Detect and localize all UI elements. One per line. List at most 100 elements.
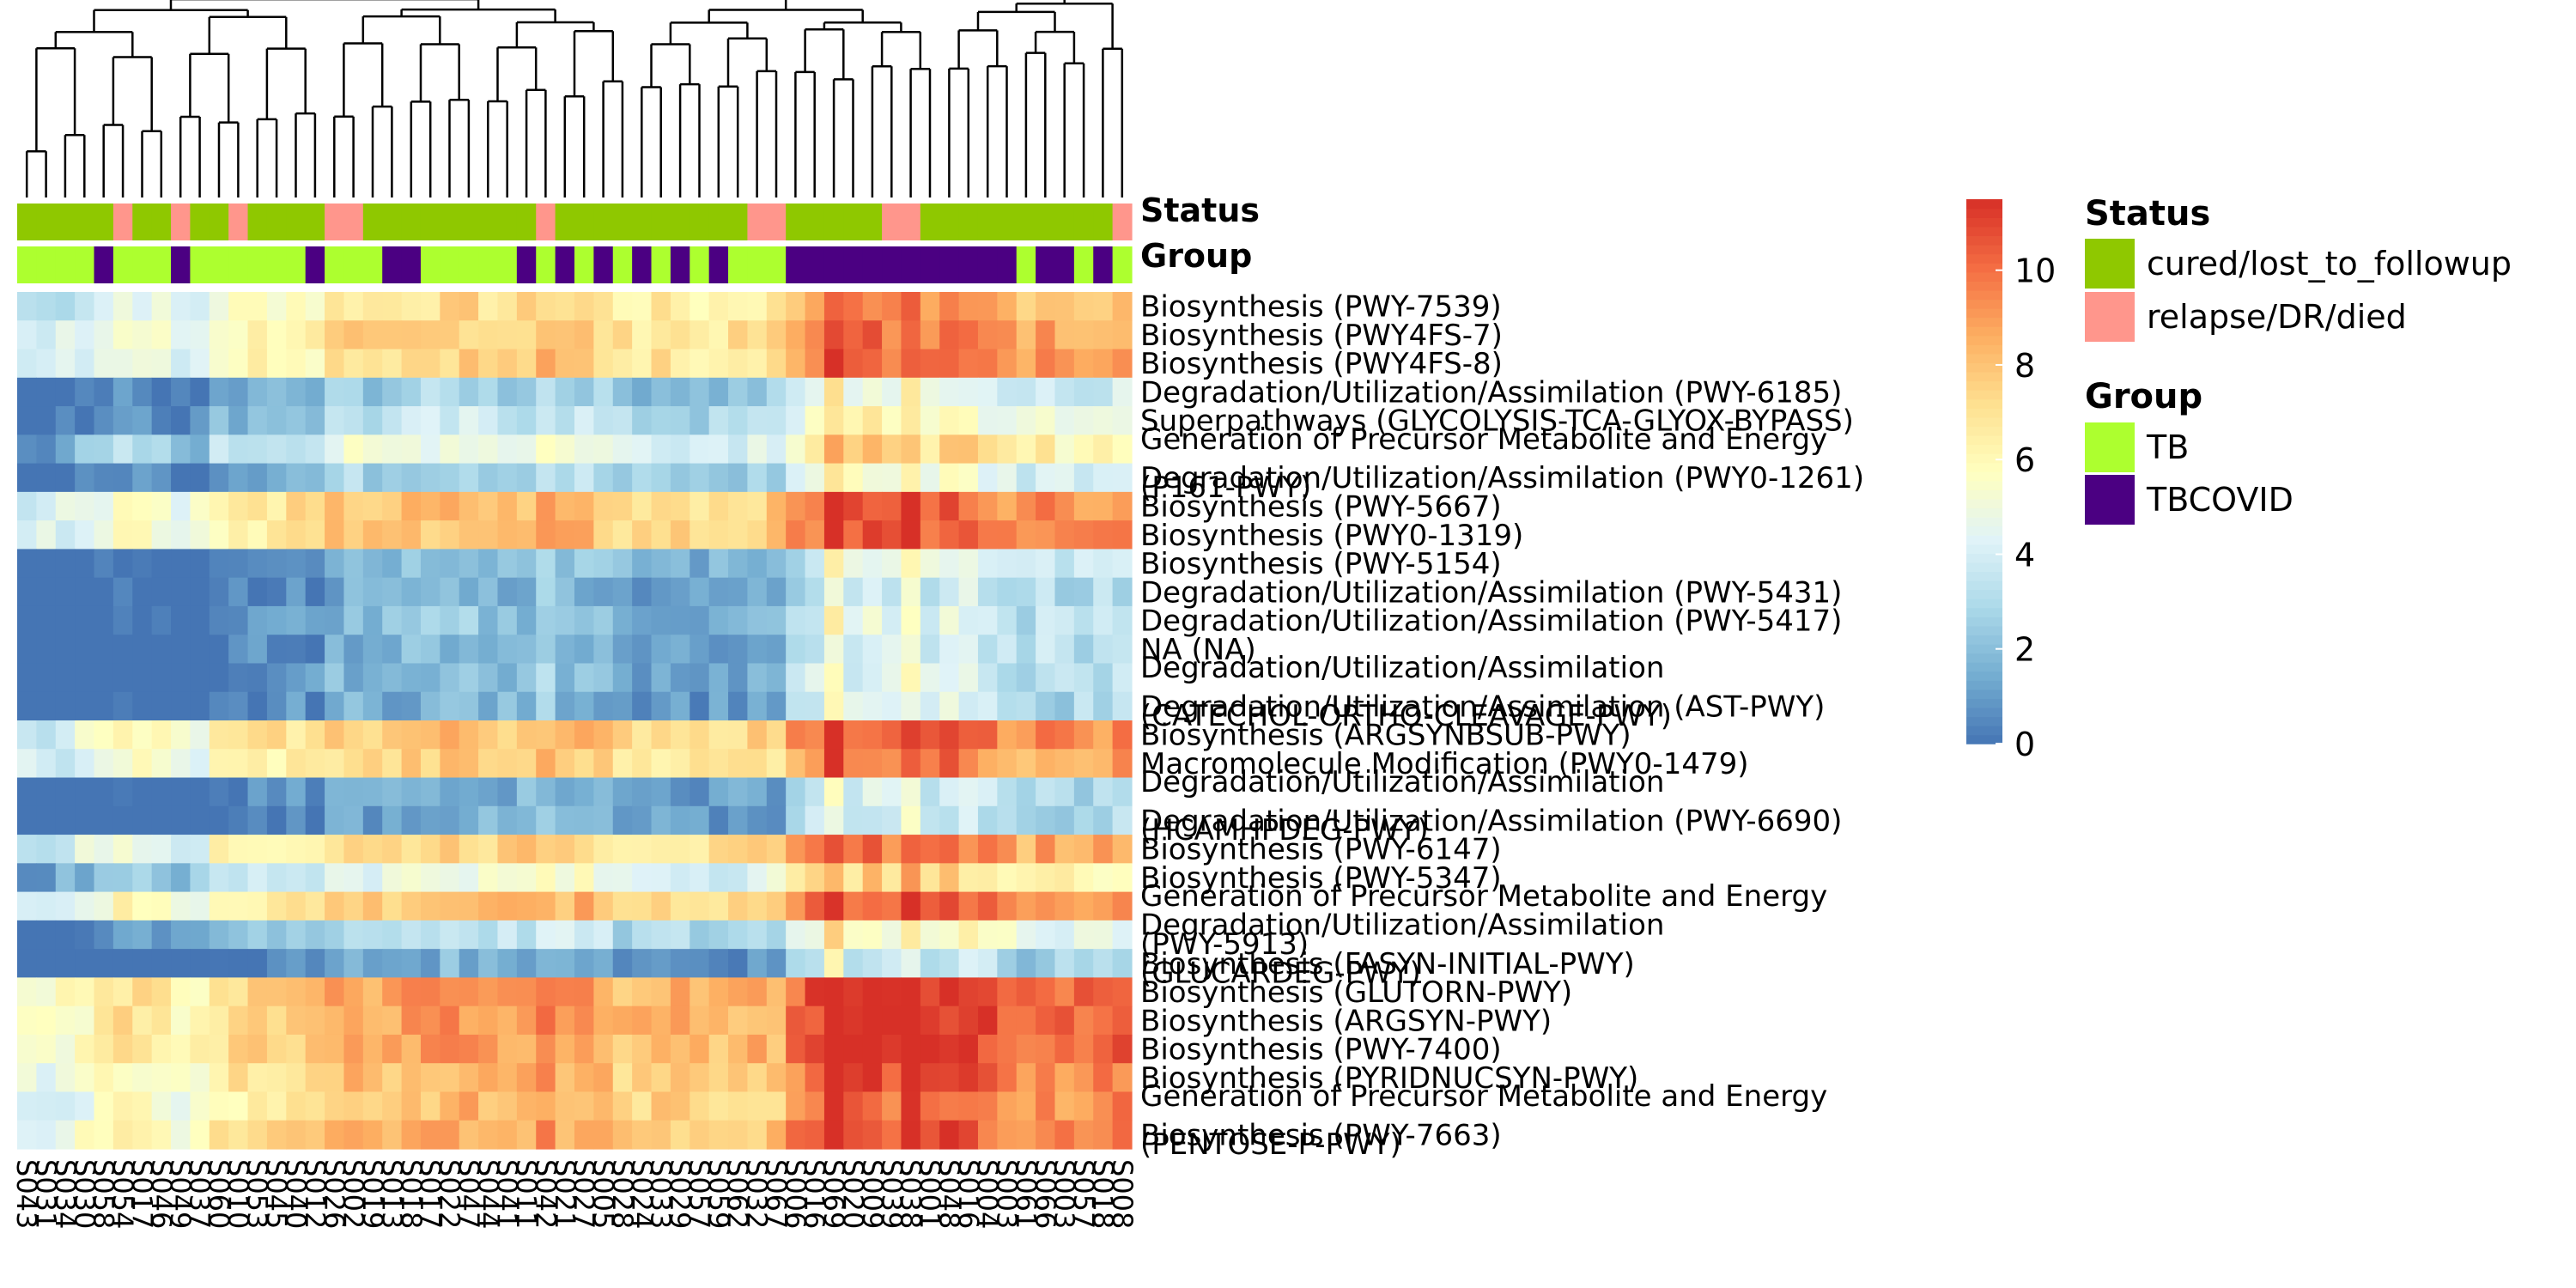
heatmap-cell: [766, 406, 787, 435]
heatmap-cell: [151, 1120, 172, 1150]
heatmap-cell: [747, 891, 768, 921]
heatmap-cell: [1073, 720, 1094, 750]
colorbar-segment: [1966, 453, 2002, 464]
heatmap-cell: [997, 549, 1018, 579]
heatmap-cell: [286, 434, 307, 465]
heatmap-cell: [497, 491, 518, 521]
heatmap-cell: [843, 1034, 864, 1064]
heatmap-cell: [305, 434, 325, 465]
column-label: S003: [1048, 1159, 1081, 1229]
heatmap-cell: [786, 1120, 806, 1150]
heatmap-cell: [708, 520, 729, 550]
colorbar-segment: [1966, 526, 2002, 536]
heatmap-cell: [574, 1091, 594, 1121]
heatmap-cell: [55, 691, 76, 721]
heatmap-cell: [75, 292, 95, 321]
heatmap-cell: [151, 320, 172, 350]
heatmap-cell: [151, 377, 172, 407]
heatmap-cell: [209, 863, 229, 893]
heatmap-cell: [228, 1005, 249, 1036]
heatmap-cell: [766, 1120, 787, 1150]
heatmap-cell: [1016, 605, 1036, 635]
heatmap-cell: [1054, 949, 1075, 978]
heatmap-cell: [670, 835, 690, 864]
column-label: S042: [529, 1159, 562, 1229]
heatmap-cell: [228, 320, 249, 350]
heatmap-cell: [478, 605, 499, 635]
heatmap-cell: [612, 605, 633, 635]
heatmap-cell: [632, 406, 653, 435]
heatmap-cell: [766, 749, 787, 779]
heatmap-cell: [325, 777, 345, 807]
heatmap-cell: [190, 377, 210, 407]
heatmap-cell: [151, 1005, 172, 1036]
heatmap-cell: [459, 577, 479, 607]
heatmap-cell: [939, 749, 960, 779]
heatmap-cell: [843, 491, 864, 521]
heatmap-cell: [17, 691, 37, 721]
heatmap-cell: [497, 1034, 518, 1064]
status-cell: [1073, 204, 1094, 240]
heatmap-cell: [593, 949, 614, 978]
row-label: Generation of Precursor Metabolite and E…: [1140, 1079, 1827, 1162]
heatmap-cell: [516, 977, 537, 1007]
heatmap-cell: [555, 1120, 575, 1150]
heatmap-cell: [1073, 777, 1094, 807]
heatmap-cell: [997, 835, 1018, 864]
heatmap-cell: [440, 1034, 460, 1064]
heatmap-cell: [882, 949, 902, 978]
status-cell: [901, 204, 921, 240]
group-cell: [651, 246, 671, 283]
heatmap-cell: [574, 863, 594, 893]
heatmap-cell: [94, 891, 114, 921]
heatmap-cell: [1112, 463, 1133, 493]
heatmap-cell: [612, 635, 633, 665]
heatmap-cell: [17, 863, 37, 893]
heatmap-cell: [343, 320, 364, 350]
group-cell: [151, 246, 172, 283]
heatmap-cell: [497, 549, 518, 579]
heatmap-cell: [882, 320, 902, 350]
heatmap-cell: [94, 863, 114, 893]
heatmap-cell: [708, 777, 729, 807]
heatmap-cell: [1016, 1034, 1036, 1064]
heatmap-cell: [382, 805, 403, 835]
heatmap-cell: [651, 1034, 671, 1064]
heatmap-cell: [1112, 835, 1133, 864]
heatmap-cell: [1016, 434, 1036, 465]
colorbar-tick-label: 8: [2014, 347, 2035, 385]
heatmap-cell: [362, 863, 383, 893]
heatmap-cell: [362, 605, 383, 635]
heatmap-cell: [958, 491, 979, 521]
heatmap-cell: [112, 549, 133, 579]
heatmap-cell: [593, 920, 614, 950]
heatmap-cell: [401, 349, 422, 379]
colorbar-segment: [1966, 444, 2002, 454]
heatmap-cell: [362, 349, 383, 379]
heatmap-cell: [420, 720, 440, 750]
heatmap-cell: [593, 663, 614, 693]
heatmap-cell: [651, 1005, 671, 1036]
heatmap-cell: [478, 920, 499, 950]
heatmap-cell: [536, 691, 556, 721]
heatmap-cell: [862, 1091, 883, 1121]
heatmap-cell: [939, 605, 960, 635]
status-cell: [401, 204, 422, 240]
heatmap-cell: [151, 805, 172, 835]
column-label: S022: [434, 1159, 466, 1229]
heatmap-cell: [843, 463, 864, 493]
heatmap-cell: [209, 1120, 229, 1150]
heatmap-cell: [459, 863, 479, 893]
heatmap-cell: [17, 891, 37, 921]
heatmap-cell: [325, 977, 345, 1007]
heatmap-cell: [958, 835, 979, 864]
heatmap-cell: [574, 320, 594, 350]
heatmap-cell: [36, 520, 57, 550]
heatmap-cell: [516, 1034, 537, 1064]
heatmap-cell: [882, 835, 902, 864]
heatmap-cell: [555, 777, 575, 807]
heatmap-cell: [478, 577, 499, 607]
heatmap-cell: [132, 949, 153, 978]
heatmap-cell: [343, 292, 364, 321]
heatmap-cell: [1036, 549, 1056, 579]
